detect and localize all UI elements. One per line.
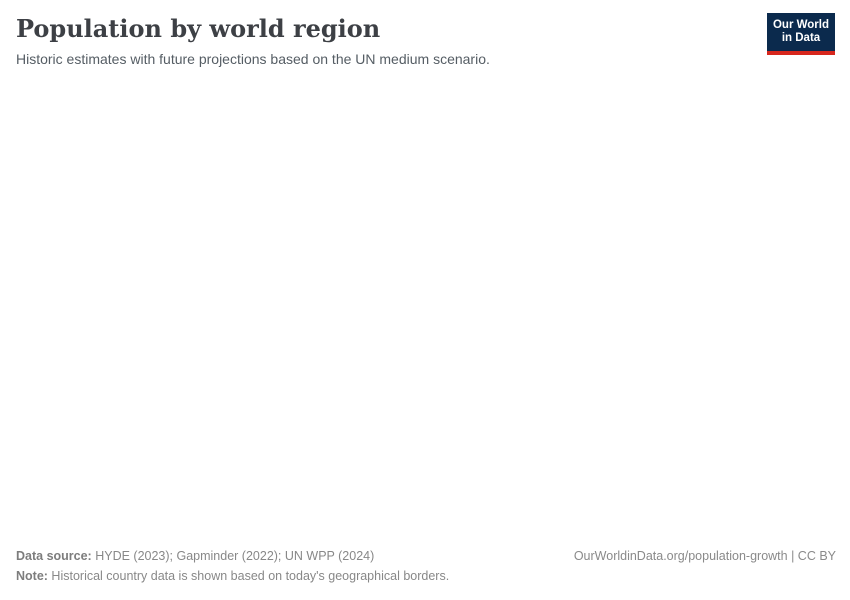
note-value: Historical country data is shown based o… (47, 568, 450, 583)
chart-subtitle: Historic estimates with future projectio… (16, 50, 490, 67)
note-line: Note: Historical country data is shown b… (16, 567, 449, 586)
data-source-label: Data source: (16, 549, 92, 564)
chart-header: Population by world region Historic esti… (0, 0, 850, 69)
data-source-line: Data source: HYDE (2023); Gapminder (202… (16, 547, 374, 566)
data-source-value[interactable]: HYDE (2023); Gapminder (2022); UN WPP (2… (91, 549, 375, 564)
footer-note-row: Note: Historical country data is shown b… (16, 567, 836, 586)
footer-sources-row: Data source: HYDE (2023); Gapminder (202… (16, 547, 836, 566)
chart-plot-area (0, 68, 850, 548)
note-label: Note: (16, 568, 48, 583)
owid-logo-line1: Our World (772, 18, 829, 31)
owid-logo[interactable]: Our World in Data (767, 13, 835, 55)
owid-logo-line2: in Data (781, 32, 821, 44)
chart-header-text: Population by world region Historic esti… (16, 13, 751, 69)
chart-title[interactable]: Population by world region (16, 14, 381, 43)
chart-footer: Data source: HYDE (2023); Gapminder (202… (0, 547, 850, 600)
owid-url-license-link[interactable]: OurWorldinData.org/population-growth | C… (573, 549, 836, 564)
